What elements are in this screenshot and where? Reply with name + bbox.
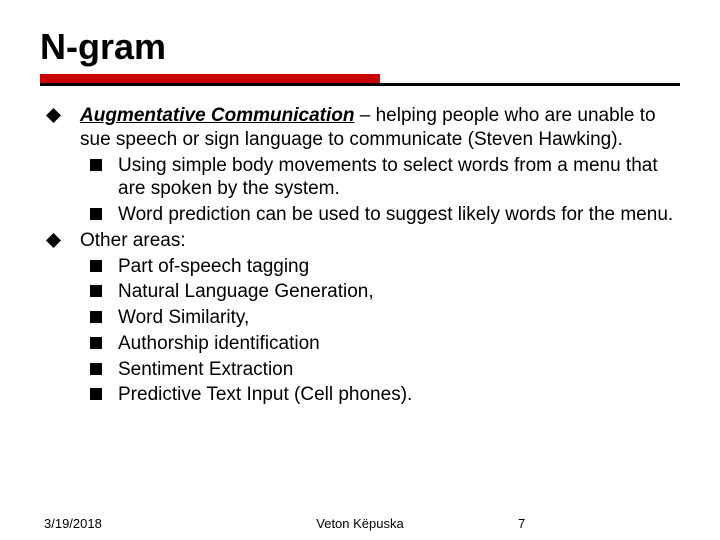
square-icon bbox=[90, 311, 102, 323]
square-icon bbox=[90, 337, 102, 349]
sub-list-item: Word Similarity, bbox=[46, 306, 680, 330]
sub-list-item: Authorship identification bbox=[46, 332, 680, 356]
slide-title: N-gram bbox=[40, 26, 680, 68]
sub-item-text: Part of-speech tagging bbox=[118, 256, 309, 277]
sub-item-text: Sentiment Extraction bbox=[118, 359, 293, 380]
sub-item-text: Authorship identification bbox=[118, 333, 320, 354]
list-item: Other areas: bbox=[46, 229, 680, 253]
sub-item-text: Word Similarity, bbox=[118, 307, 249, 328]
rule-red bbox=[40, 74, 380, 83]
sub-list-item: Word prediction can be used to suggest l… bbox=[46, 203, 680, 227]
sub-item-text: Using simple body movements to select wo… bbox=[118, 155, 658, 200]
square-icon bbox=[90, 363, 102, 375]
emphasis-text: Augmentative Communication bbox=[80, 105, 354, 126]
sub-list-item: Sentiment Extraction bbox=[46, 358, 680, 382]
sub-item-text: Predictive Text Input (Cell phones). bbox=[118, 384, 412, 405]
list-item: Augmentative Communication – helping peo… bbox=[46, 104, 680, 152]
slide: N-gram Augmentative Communication – help… bbox=[0, 0, 720, 540]
sub-list-item: Using simple body movements to select wo… bbox=[46, 154, 680, 202]
footer-author: Veton Këpuska bbox=[0, 516, 720, 531]
title-rule bbox=[40, 74, 680, 86]
square-icon bbox=[90, 388, 102, 400]
footer-page-number: 7 bbox=[518, 516, 525, 531]
square-icon bbox=[90, 285, 102, 297]
sub-item-text: Natural Language Generation, bbox=[118, 281, 374, 302]
square-icon bbox=[90, 208, 102, 220]
diamond-icon bbox=[46, 108, 61, 123]
rest-text: Other areas: bbox=[80, 230, 186, 251]
list-item-text: Other areas: bbox=[80, 230, 186, 251]
square-icon bbox=[90, 260, 102, 272]
diamond-icon bbox=[46, 233, 61, 248]
square-icon bbox=[90, 159, 102, 171]
list-item-text: Augmentative Communication – helping peo… bbox=[80, 105, 656, 150]
sub-item-text: Word prediction can be used to suggest l… bbox=[118, 204, 673, 225]
sub-list-item: Predictive Text Input (Cell phones). bbox=[46, 383, 680, 407]
sub-list-item: Part of-speech tagging bbox=[46, 255, 680, 279]
rule-black bbox=[40, 83, 680, 86]
slide-content: Augmentative Communication – helping peo… bbox=[40, 104, 680, 407]
sub-list-item: Natural Language Generation, bbox=[46, 280, 680, 304]
